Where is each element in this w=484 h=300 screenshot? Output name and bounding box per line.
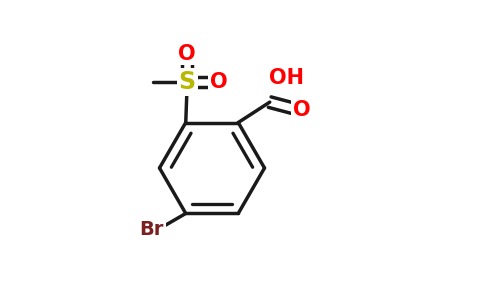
Text: Br: Br [140, 220, 164, 239]
Text: O: O [179, 44, 196, 64]
Text: S: S [179, 70, 196, 94]
Text: O: O [293, 100, 311, 120]
Text: O: O [210, 72, 227, 92]
Text: OH: OH [269, 68, 304, 88]
